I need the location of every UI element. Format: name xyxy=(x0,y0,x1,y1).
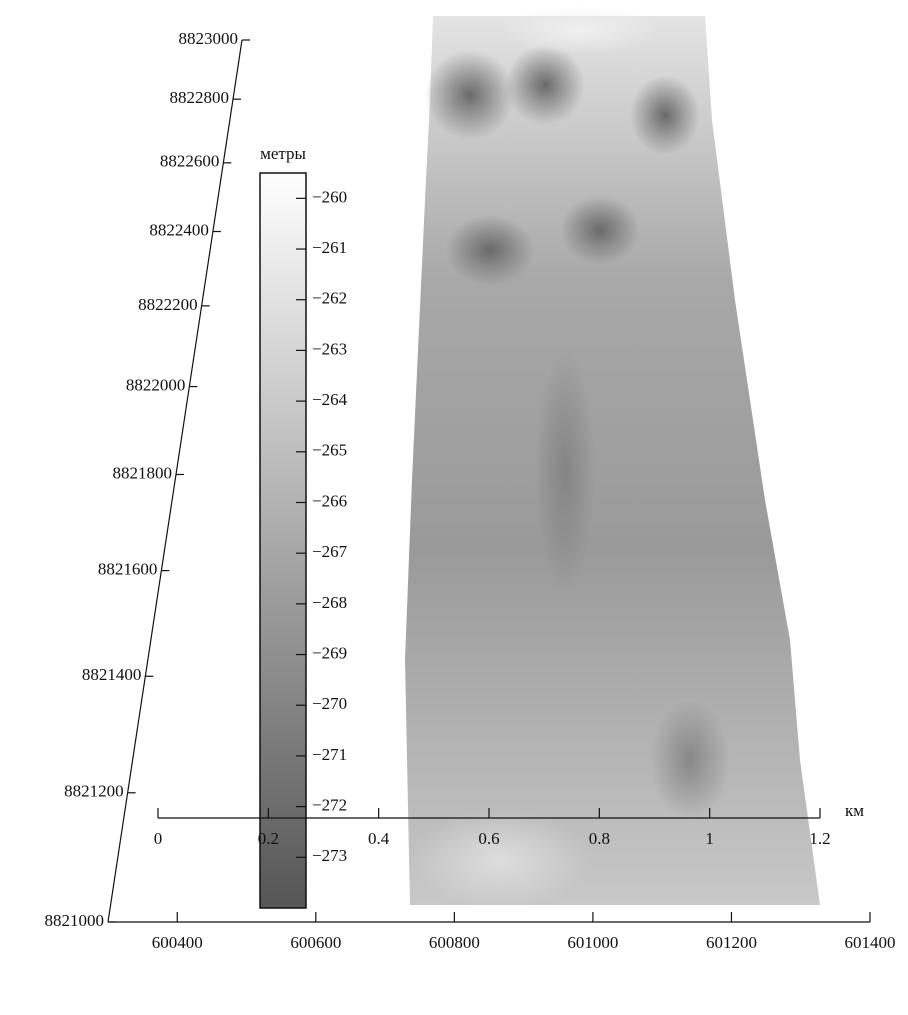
colorbar-tick-label: −268 xyxy=(312,593,347,612)
colorbar-tick-label: −264 xyxy=(312,390,348,409)
colorbar xyxy=(260,173,306,908)
y-tick-label: 8821200 xyxy=(64,782,124,801)
colorbar-tick-label: −262 xyxy=(312,289,347,308)
colorbar-tick-label: −272 xyxy=(312,796,347,815)
colorbar-tick-label: −265 xyxy=(312,441,347,460)
colorbar-label: метры xyxy=(260,144,306,163)
x-tick-label: 601400 xyxy=(845,933,896,952)
x-tick-label: 600600 xyxy=(290,933,341,952)
chart: метры км 8821000 8821200 8821400 8821600 882… xyxy=(0,0,908,1010)
y-tick-label: 8821000 xyxy=(45,911,105,930)
y-tick-label: 8821600 xyxy=(98,560,158,579)
y-tick-label: 8822400 xyxy=(149,220,209,239)
y-tick-label: 8821800 xyxy=(112,463,172,482)
x-tick-label: 600400 xyxy=(152,933,203,952)
y-tick-label: 8823000 xyxy=(179,29,239,48)
y-tick-label: 8822200 xyxy=(138,295,198,314)
x-tick-label: 601000 xyxy=(567,933,618,952)
colorbar-tick-label: −267 xyxy=(312,542,348,561)
colorbar-tick-label: −260 xyxy=(312,187,347,206)
scale-tick-label: 1 xyxy=(705,829,714,848)
scale-tick-label: 0.6 xyxy=(478,829,499,848)
y-tick-label: 8822800 xyxy=(170,88,230,107)
scale-tick-label: 0.4 xyxy=(368,829,390,848)
y-tick-label: 8822000 xyxy=(126,375,186,394)
colorbar-tick-label: −273 xyxy=(312,846,347,865)
scale-tick-label: 0.2 xyxy=(258,829,279,848)
colorbar-tick-label: −270 xyxy=(312,694,347,713)
y-tick-label: 8821400 xyxy=(82,665,142,684)
x-tick-label: 601200 xyxy=(706,933,757,952)
scale-unit: км xyxy=(845,801,864,820)
colorbar-tick-label: −261 xyxy=(312,238,347,257)
scale-tick-label: 0.8 xyxy=(589,829,610,848)
colorbar-tick-label: −271 xyxy=(312,745,347,764)
x-tick-label: 600800 xyxy=(429,933,480,952)
y-tick-label: 8822600 xyxy=(160,152,220,171)
colorbar-tick-label: −269 xyxy=(312,643,347,662)
surface-map xyxy=(405,5,820,910)
scale-tick-label: 0 xyxy=(154,829,163,848)
scale-tick-label: 1.2 xyxy=(809,829,830,848)
colorbar-tick-label: −266 xyxy=(312,491,347,510)
colorbar-tick-label: −263 xyxy=(312,339,347,358)
